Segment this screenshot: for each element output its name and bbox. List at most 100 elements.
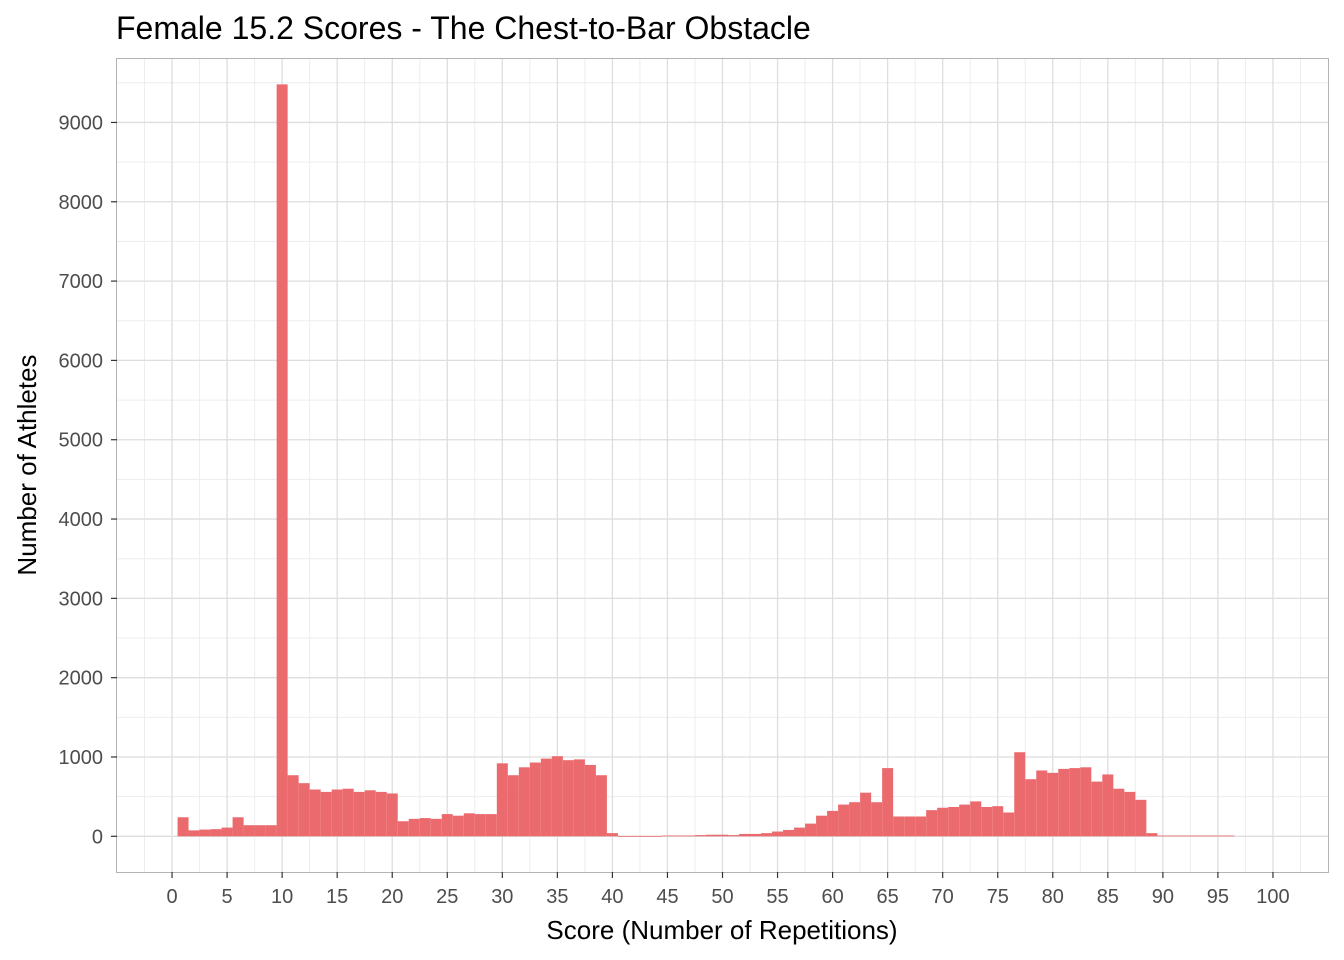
histogram-bar: [177, 817, 189, 837]
histogram-bar: [518, 767, 530, 837]
histogram-bar: [1025, 779, 1037, 837]
y-tick-label: 5000: [59, 430, 104, 452]
histogram-bar: [331, 789, 343, 837]
histogram-bar: [1058, 768, 1070, 837]
histogram-bar: [463, 813, 475, 837]
histogram-bar: [210, 829, 222, 837]
histogram-bar: [452, 815, 464, 837]
y-tick-label: 4000: [59, 509, 104, 531]
histogram-bar: [716, 834, 729, 837]
x-tick-label: 35: [546, 886, 568, 908]
histogram-bar: [948, 806, 960, 837]
histogram-bar: [849, 802, 861, 837]
x-tick-label: 80: [1042, 886, 1064, 908]
x-tick-label: 60: [821, 886, 843, 908]
histogram-bar: [915, 816, 927, 837]
histogram-bar: [309, 789, 321, 837]
histogram-bar: [1069, 768, 1081, 837]
histogram-bar: [1190, 835, 1202, 837]
y-axis-title: Number of Athletes: [12, 354, 42, 575]
histogram-bar: [882, 768, 894, 837]
histogram-bar: [1146, 833, 1158, 837]
histogram-bar: [584, 764, 596, 837]
y-tick-label: 7000: [59, 271, 104, 293]
histogram-bar: [595, 775, 607, 837]
histogram-bar: [871, 802, 883, 837]
y-tick-label: 0: [92, 826, 103, 848]
histogram-bar: [364, 790, 376, 837]
x-tick-label: 10: [271, 886, 293, 908]
histogram-bar: [683, 835, 695, 837]
histogram-bar: [904, 816, 916, 837]
histogram-bar: [419, 818, 431, 837]
x-tick-label: 25: [436, 886, 458, 908]
histogram-bar: [783, 829, 795, 837]
histogram-bar: [628, 835, 640, 837]
histogram-bar: [893, 816, 905, 837]
x-tick-label: 0: [166, 886, 177, 908]
histogram-bar: [573, 759, 585, 837]
histogram-bars: [177, 84, 1235, 837]
histogram-bar: [1014, 752, 1026, 837]
histogram-bar: [1036, 770, 1048, 837]
histogram-bar: [617, 835, 629, 837]
histogram-bar: [408, 818, 420, 837]
histogram-bar: [970, 801, 982, 837]
histogram-bar: [529, 762, 541, 837]
histogram-bar: [794, 827, 806, 837]
x-tick-label: 75: [987, 886, 1009, 908]
x-tick-label: 100: [1256, 886, 1289, 908]
histogram-bar: [827, 810, 839, 837]
x-tick-label: 65: [877, 886, 899, 908]
histogram-bar: [728, 835, 740, 837]
histogram-bar: [694, 835, 706, 837]
y-tick-label: 9000: [59, 112, 104, 134]
histogram-bar: [1102, 774, 1114, 837]
x-tick-label: 70: [932, 886, 954, 908]
x-tick-label: 30: [491, 886, 513, 908]
histogram-bar: [937, 807, 949, 837]
histogram-bar: [243, 825, 255, 837]
x-tick-label: 50: [711, 886, 733, 908]
histogram-bar: [276, 84, 288, 837]
histogram-bar: [287, 775, 299, 837]
histogram-bar: [1135, 799, 1147, 837]
histogram-bar: [1157, 835, 1169, 837]
histogram-bar: [1003, 812, 1015, 837]
x-axis-title: Score (Number of Repetitions): [546, 915, 897, 945]
x-tick-label: 95: [1207, 886, 1229, 908]
histogram-bar: [661, 835, 673, 837]
histogram-bar: [1080, 767, 1092, 837]
histogram-bar: [992, 806, 1004, 837]
y-tick-label: 3000: [59, 588, 104, 610]
x-axis: 0 5 10 15 20 25 30 35 40 45 50 55 60 65 70 75 80 85 90 95 10…: [166, 872, 1290, 908]
histogram-bar: [342, 788, 354, 837]
histogram-bar: [805, 823, 817, 837]
x-tick-label: 20: [381, 886, 403, 908]
histogram-bar: [474, 814, 486, 837]
major-gridlines: [117, 59, 1328, 872]
histogram-bar: [1124, 791, 1136, 837]
histogram-bar: [926, 810, 938, 837]
histogram-bar: [540, 758, 552, 837]
histogram-bar: [1201, 835, 1213, 837]
histogram-bar: [386, 793, 398, 837]
x-tick-label: 40: [601, 886, 623, 908]
histogram-bar: [705, 834, 717, 837]
x-tick-label: 85: [1097, 886, 1119, 908]
histogram-bar: [485, 814, 497, 837]
histogram-bar: [816, 815, 828, 837]
histogram-bar: [1113, 788, 1125, 837]
x-tick-label: 90: [1152, 886, 1174, 908]
histogram-bar: [397, 821, 409, 837]
histogram-bar: [221, 827, 233, 837]
histogram-bar: [265, 825, 277, 837]
histogram-bar: [353, 791, 365, 837]
histogram-bar: [199, 829, 211, 837]
histogram-bar: [1212, 835, 1224, 837]
histogram-bar: [507, 775, 519, 837]
histogram-bar: [739, 833, 751, 837]
histogram-bar: [232, 817, 244, 837]
y-tick-label: 6000: [59, 350, 104, 372]
